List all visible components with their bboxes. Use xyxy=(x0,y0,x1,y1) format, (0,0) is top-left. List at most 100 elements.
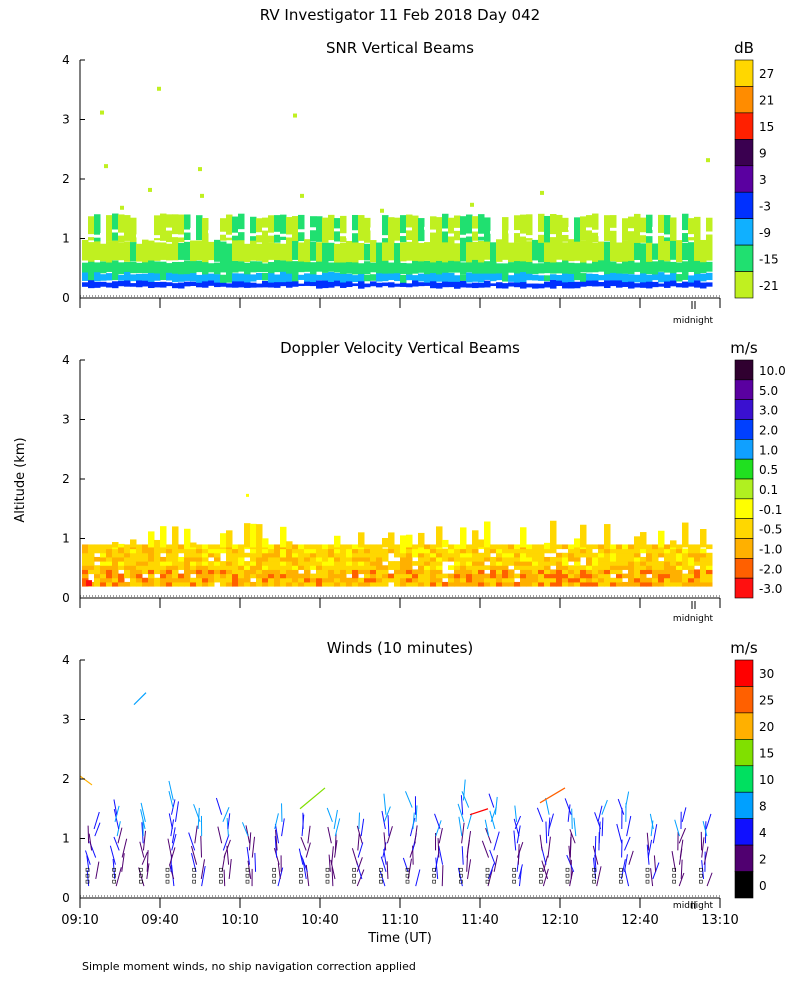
snr-cell xyxy=(514,242,521,262)
snr-cell xyxy=(250,282,257,288)
doppler-cell xyxy=(442,581,449,587)
doppler-cell xyxy=(604,524,611,548)
snr-cell xyxy=(130,242,137,262)
wind-barb xyxy=(383,793,387,815)
doppler-cell xyxy=(436,569,443,575)
doppler-cell xyxy=(400,577,407,583)
doppler-cell xyxy=(646,561,653,566)
doppler-cell xyxy=(478,573,485,579)
snr-cell xyxy=(592,273,599,281)
doppler-cell xyxy=(406,561,413,566)
snr-cell xyxy=(706,158,710,163)
doppler-cell xyxy=(256,573,263,579)
doppler-cell xyxy=(472,565,479,570)
doppler-cell xyxy=(364,565,371,570)
snr-cell xyxy=(208,263,215,273)
doppler-cell xyxy=(250,556,257,562)
doppler-cell xyxy=(460,565,467,570)
doppler-cell xyxy=(88,544,95,550)
doppler-cell xyxy=(334,569,341,575)
doppler-cell xyxy=(310,556,317,562)
colorbar-swatch xyxy=(734,112,754,140)
snr-cell xyxy=(280,280,287,287)
calm-marker xyxy=(192,879,196,884)
doppler-cell xyxy=(502,561,509,566)
doppler-cell xyxy=(274,565,281,570)
wind-barb xyxy=(461,846,464,865)
wind-barb xyxy=(331,867,334,887)
doppler-cell xyxy=(154,548,161,554)
doppler-cell xyxy=(100,552,107,558)
snr-cell xyxy=(448,217,455,243)
doppler-cell xyxy=(478,561,485,566)
doppler-cell xyxy=(238,569,245,575)
x-tick-label: 11:10 xyxy=(381,913,418,928)
doppler-cell xyxy=(658,573,665,579)
wind-barb xyxy=(305,864,310,887)
doppler-cell xyxy=(586,565,593,570)
wind-barb xyxy=(254,852,257,872)
doppler-cell xyxy=(352,552,359,558)
snr-cell xyxy=(442,272,449,282)
doppler-cell xyxy=(382,552,389,558)
doppler-cell xyxy=(388,573,395,579)
snr-cell xyxy=(214,280,221,288)
doppler-cell xyxy=(544,581,551,587)
doppler-cell xyxy=(334,581,341,587)
doppler-cell xyxy=(100,561,107,566)
colorbar-label: 3 xyxy=(759,173,767,187)
doppler-cell xyxy=(238,561,245,566)
calm-marker xyxy=(245,873,250,878)
snr-cell xyxy=(436,217,443,242)
doppler-cell xyxy=(202,556,209,562)
doppler-cell xyxy=(646,556,653,562)
snr-cell xyxy=(574,271,581,281)
snr-cell xyxy=(394,283,401,287)
doppler-cell xyxy=(466,573,473,579)
snr-cell xyxy=(604,215,611,241)
doppler-cell xyxy=(166,561,173,566)
doppler-cell xyxy=(688,577,695,583)
doppler-cell xyxy=(370,565,377,570)
doppler-cell xyxy=(190,542,197,548)
doppler-cell xyxy=(646,552,653,558)
snr-cell xyxy=(694,280,701,288)
doppler-cell xyxy=(496,569,503,575)
y-tick-label: 0 xyxy=(62,291,70,305)
colorbar-label: -3.0 xyxy=(759,582,782,596)
doppler-cell xyxy=(262,552,269,558)
snr-gap xyxy=(430,229,437,233)
doppler-cell xyxy=(460,556,467,562)
snr-cell xyxy=(664,239,671,262)
wind-barb xyxy=(680,859,683,879)
doppler-cell xyxy=(322,561,329,566)
doppler-cell xyxy=(376,569,383,575)
calm-marker xyxy=(485,867,490,872)
doppler-cell xyxy=(466,548,473,554)
doppler-cell xyxy=(220,569,227,575)
calm-marker xyxy=(219,873,223,878)
snr-gap xyxy=(100,233,107,236)
snr-cell xyxy=(238,213,245,241)
doppler-cell xyxy=(232,561,239,566)
snr-cell xyxy=(616,263,623,274)
doppler-cell xyxy=(586,569,593,575)
snr-cell xyxy=(160,261,167,274)
doppler-cell xyxy=(466,556,473,562)
doppler-cell xyxy=(298,565,305,570)
doppler-cell xyxy=(256,561,263,566)
doppler-cell xyxy=(622,561,629,566)
doppler-cell xyxy=(268,565,275,570)
doppler-cell xyxy=(418,565,425,570)
doppler-cell xyxy=(394,565,401,570)
doppler-cell xyxy=(244,577,251,583)
doppler-cell xyxy=(358,552,365,558)
snr-cell xyxy=(478,260,485,274)
doppler-cell xyxy=(694,581,701,587)
calm-marker xyxy=(645,879,650,884)
snr-cell xyxy=(652,273,659,281)
colorbar-label: 8 xyxy=(759,799,767,813)
snr-cell xyxy=(196,282,203,288)
snr-cell xyxy=(472,272,479,282)
doppler-cell xyxy=(580,565,587,570)
